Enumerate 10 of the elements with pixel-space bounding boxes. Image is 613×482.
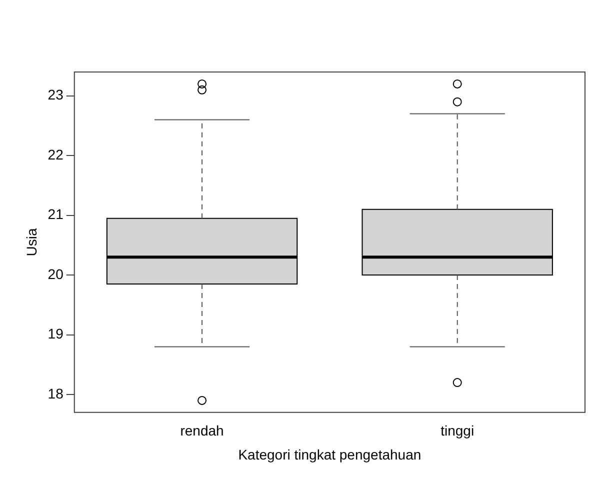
y-tick-label: 21 xyxy=(48,206,64,222)
y-tick-label: 22 xyxy=(48,146,64,162)
x-tick-label: rendah xyxy=(180,422,224,439)
y-axis-title: Usia xyxy=(23,228,40,256)
x-tick-label: tinggi xyxy=(440,422,474,439)
y-tick-label: 20 xyxy=(48,266,64,282)
y-tick-label: 23 xyxy=(48,86,64,103)
y-tick-label: 18 xyxy=(48,385,64,402)
y-tick-label: 19 xyxy=(48,326,64,342)
x-axis-title: Kategori tingkat pengetahuan xyxy=(238,446,422,462)
